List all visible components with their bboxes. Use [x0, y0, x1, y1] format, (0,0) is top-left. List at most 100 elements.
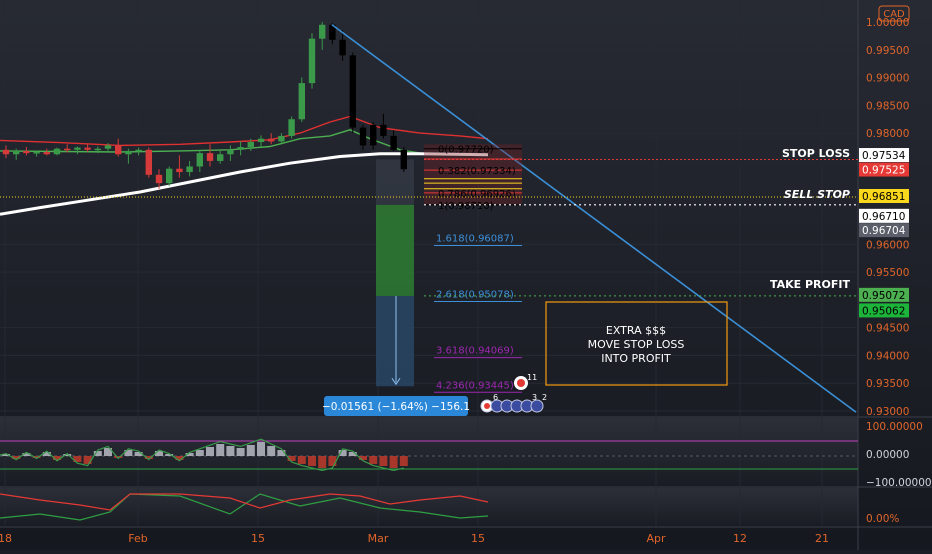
histogram-bar [359, 456, 367, 460]
price-label-text: 0.97525 [862, 165, 905, 177]
histogram-bar [246, 445, 255, 456]
price-tick-label: 0.98000 [866, 128, 909, 140]
event-count: 3 [532, 393, 537, 402]
price-tick-label: 0.94000 [866, 350, 909, 362]
histogram-bar [389, 456, 398, 468]
histogram-bar [277, 450, 286, 456]
fib-level-label: 2.618(0.95078) [436, 290, 514, 301]
histogram-bar [155, 451, 163, 456]
currency-badge[interactable] [878, 5, 910, 22]
candle-body [23, 150, 30, 154]
candle-body [370, 124, 377, 146]
measure-zone-blue [376, 295, 414, 387]
histogram-bar [93, 451, 102, 456]
price-tick-label: 0.99000 [866, 73, 909, 85]
candle-body [278, 135, 285, 142]
event-bubble-icon[interactable] [530, 399, 544, 413]
histogram-bar [216, 444, 225, 456]
candle-body [329, 24, 336, 40]
measure-zone-green [376, 204, 414, 296]
fib-level-label: 1.618(0.96087) [436, 233, 514, 244]
histogram-bar [2, 454, 10, 456]
price-tick-label: 0.98500 [866, 100, 909, 112]
candle-body [319, 24, 326, 39]
fib-level-label: 3.618(0.94069) [436, 346, 514, 357]
measure-zone-grey [376, 159, 414, 205]
histogram-bar [12, 456, 21, 459]
candle-body [135, 149, 142, 152]
candle-body [104, 145, 112, 149]
histogram-bar [144, 456, 153, 459]
candle-body [33, 152, 40, 154]
candle-body [115, 145, 122, 155]
candle-body [390, 135, 397, 150]
candle-body [53, 148, 61, 155]
time-tick-label: Feb [128, 532, 147, 545]
candle-body [288, 119, 295, 136]
fib-level-label: 0.786(0.96926) [438, 189, 516, 200]
price-tick-label: 0.99500 [866, 45, 909, 57]
histogram-bar [369, 456, 378, 464]
histogram-bar [399, 456, 408, 466]
candle-body [268, 138, 275, 142]
candle-body [74, 147, 81, 150]
candle-body [237, 147, 244, 150]
histogram-bar [175, 456, 184, 460]
candle-body [257, 138, 265, 143]
histogram-bar [53, 456, 61, 460]
measure-arrow-head [391, 377, 401, 386]
candle-body [217, 154, 224, 161]
fib-level-label: 0(0.97720) [438, 145, 494, 156]
event-count: 6 [493, 393, 498, 402]
fib-level-label: 0.382(0.97334) [438, 166, 516, 177]
candle-body [155, 174, 163, 184]
candle-body [145, 149, 152, 175]
price-label-text: 0.96710 [862, 211, 905, 223]
fib-retracement-box [424, 144, 522, 205]
histogram-bar [287, 456, 296, 461]
candle-body [84, 147, 91, 150]
candle-body [247, 142, 254, 148]
candle-body [186, 166, 193, 173]
price-label-tag [859, 162, 909, 177]
histogram-bar [42, 452, 51, 456]
oscillator-line [0, 438, 404, 472]
price-label-text: 0.96704 [862, 225, 906, 237]
histogram-bar [83, 456, 92, 464]
price-label-text: 0.97534 [862, 150, 906, 162]
event-count: 2 [542, 393, 547, 402]
extra-profit-text: MOVE STOP LOSS [588, 338, 685, 351]
candle-body [380, 124, 387, 136]
time-tick-label: 18 [0, 532, 12, 545]
sell-stop-label: SELL STOP [784, 188, 850, 201]
candle-body [227, 149, 234, 155]
histogram-bar [348, 452, 357, 456]
price-tick-label: 0.96000 [866, 239, 909, 251]
histogram-bar [379, 456, 388, 466]
histogram-bar [297, 456, 306, 464]
price-label-text: 0.96851 [862, 191, 905, 203]
trend-line[interactable] [331, 24, 857, 413]
histogram-bar [134, 452, 143, 456]
candle-body [308, 38, 316, 84]
histogram-bar [267, 446, 276, 456]
candle-body [298, 83, 305, 120]
time-tick-label: Mar [368, 532, 389, 545]
histogram-bar [185, 453, 194, 456]
extra-profit-box[interactable] [545, 301, 728, 386]
histogram-bar [124, 450, 133, 456]
histogram-bar [308, 456, 316, 466]
histogram-bar [195, 450, 204, 456]
price-tick-label: 0.93500 [866, 378, 909, 390]
price-tick-label: 0.95500 [866, 267, 909, 279]
candle-body [400, 149, 407, 170]
event-count: 11 [527, 373, 537, 382]
time-tick-label: Apr [646, 532, 666, 545]
event-flag-icon [517, 379, 525, 387]
price-tick-label: 1.00000 [866, 17, 909, 29]
candle-body [176, 168, 183, 173]
histogram-bar [104, 448, 112, 456]
price-label-text: 0.95072 [862, 290, 905, 302]
